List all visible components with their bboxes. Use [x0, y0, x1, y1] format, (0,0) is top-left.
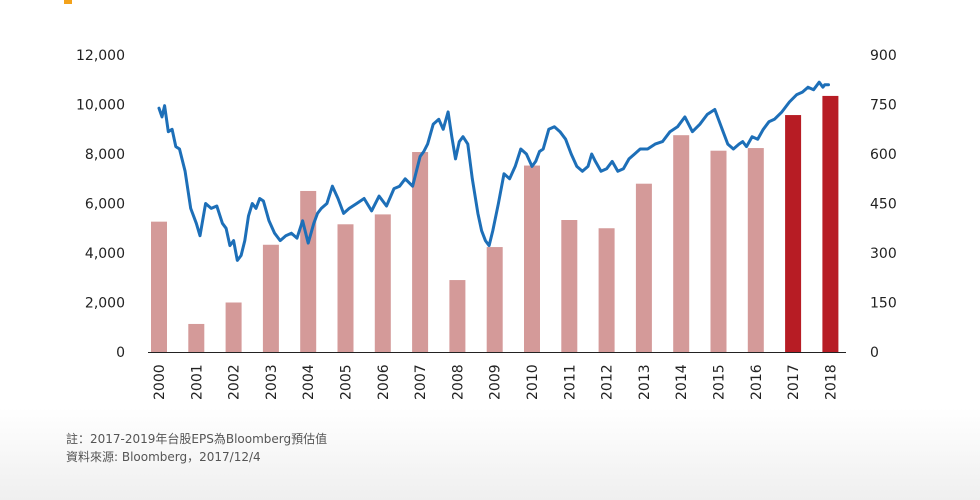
left-tick-label: 0 — [116, 345, 125, 361]
left-tick-label: 4,000 — [85, 246, 125, 262]
x-tick-group: 2005 — [339, 364, 355, 400]
left-tick-label: 2,000 — [85, 296, 125, 312]
eps-bar — [188, 323, 205, 352]
right-tick-label: 600 — [870, 147, 897, 163]
x-tick-label: 2014 — [674, 364, 690, 400]
x-tick-group: 2013 — [637, 364, 653, 400]
eps-bar — [337, 224, 354, 352]
x-tick-label: 2008 — [450, 364, 466, 400]
eps-bar — [486, 247, 503, 352]
x-tick-group: 2008 — [450, 364, 466, 400]
index-line-layer — [157, 80, 830, 262]
x-tick-group: 2016 — [749, 364, 765, 400]
x-tick-label: 2002 — [227, 364, 243, 400]
eps-bar — [374, 214, 391, 352]
x-tick-group: 2006 — [376, 364, 392, 400]
x-tick-label: 2004 — [301, 364, 317, 400]
title-accent-bar — [64, 0, 72, 4]
left-tick-label: 8,000 — [85, 147, 125, 163]
right-tick-label: 150 — [870, 296, 897, 312]
eps-bar — [412, 152, 429, 352]
x-axis-labels: 2000 2001 2002 2003 2004 2005 2006 2007 2008 2009… — [152, 364, 839, 400]
footer-background — [0, 408, 980, 500]
eps-bar — [673, 135, 690, 352]
x-tick-group: 2001 — [189, 364, 205, 400]
eps-bar — [561, 220, 578, 352]
x-tick-group: 2002 — [227, 364, 243, 400]
x-tick-group: 2000 — [152, 364, 168, 400]
eps-bars — [151, 95, 839, 353]
x-tick-label: 2012 — [600, 364, 616, 400]
x-tick-group: 2011 — [562, 364, 578, 400]
right-tick-label: 450 — [870, 197, 897, 213]
footnote-source: 資料來源: Bloomberg，2017/12/4 — [66, 450, 261, 464]
eps-bar — [785, 115, 802, 352]
x-tick-label: 2010 — [525, 364, 541, 400]
x-tick-label: 2015 — [712, 364, 728, 400]
x-tick-group: 2018 — [823, 364, 839, 400]
x-tick-group: 2003 — [264, 364, 280, 400]
footnote-estimate: 註：2017-2019年台股EPS為Bloomberg預估值 — [66, 432, 328, 446]
right-tick-label: 300 — [870, 246, 897, 262]
eps-bar — [524, 165, 540, 352]
right-tick-label: 900 — [870, 48, 897, 64]
combo-chart: 0 2,000 4,000 6,000 8,000 10,000 12,000 0 150 30… — [76, 48, 897, 400]
x-tick-label: 2003 — [264, 364, 280, 400]
x-tick-group: 2007 — [413, 364, 429, 400]
x-tick-label: 2007 — [413, 364, 429, 400]
eps-bar — [598, 228, 615, 352]
left-tick-label: 6,000 — [85, 197, 125, 213]
x-tick-group: 2014 — [674, 364, 690, 400]
eps-bar — [151, 221, 167, 352]
footnotes: 註：2017-2019年台股EPS為Bloomberg預估值 資料來源: Blo… — [66, 430, 327, 466]
x-tick-group: 2015 — [712, 364, 728, 400]
right-tick-label: 0 — [870, 345, 879, 361]
x-tick-group: 2017 — [786, 364, 802, 400]
x-tick-label: 2000 — [152, 364, 168, 400]
eps-bar — [300, 190, 317, 352]
eps-bar — [225, 302, 242, 352]
eps-bar — [710, 150, 727, 352]
left-tick-label: 10,000 — [76, 98, 125, 114]
eps-bar — [635, 183, 652, 352]
x-tick-label: 2001 — [189, 364, 205, 400]
x-tick-label: 2005 — [339, 364, 355, 400]
x-tick-group: 2004 — [301, 364, 317, 400]
x-tick-group: 2009 — [488, 364, 504, 400]
eps-bar — [747, 148, 764, 352]
eps-bar — [449, 280, 466, 352]
x-tick-label: 2017 — [786, 364, 802, 400]
eps-bar — [262, 244, 279, 352]
eps-bar — [822, 95, 839, 353]
x-tick-label: 2006 — [376, 364, 392, 400]
right-tick-label: 750 — [870, 98, 897, 114]
x-tick-label: 2013 — [637, 364, 653, 400]
x-tick-label: 2016 — [749, 364, 765, 400]
taiex-index-line — [157, 80, 830, 262]
x-tick-label: 2009 — [488, 364, 504, 400]
x-tick-group: 2012 — [600, 364, 616, 400]
x-tick-label: 2011 — [562, 364, 578, 400]
x-tick-group: 2010 — [525, 364, 541, 400]
left-axis: 0 2,000 4,000 6,000 8,000 10,000 12,000 — [76, 48, 125, 361]
x-tick-label: 2018 — [823, 364, 839, 400]
left-tick-label: 12,000 — [76, 48, 125, 64]
right-axis: 0 150 300 450 600 750 900 — [870, 48, 897, 361]
